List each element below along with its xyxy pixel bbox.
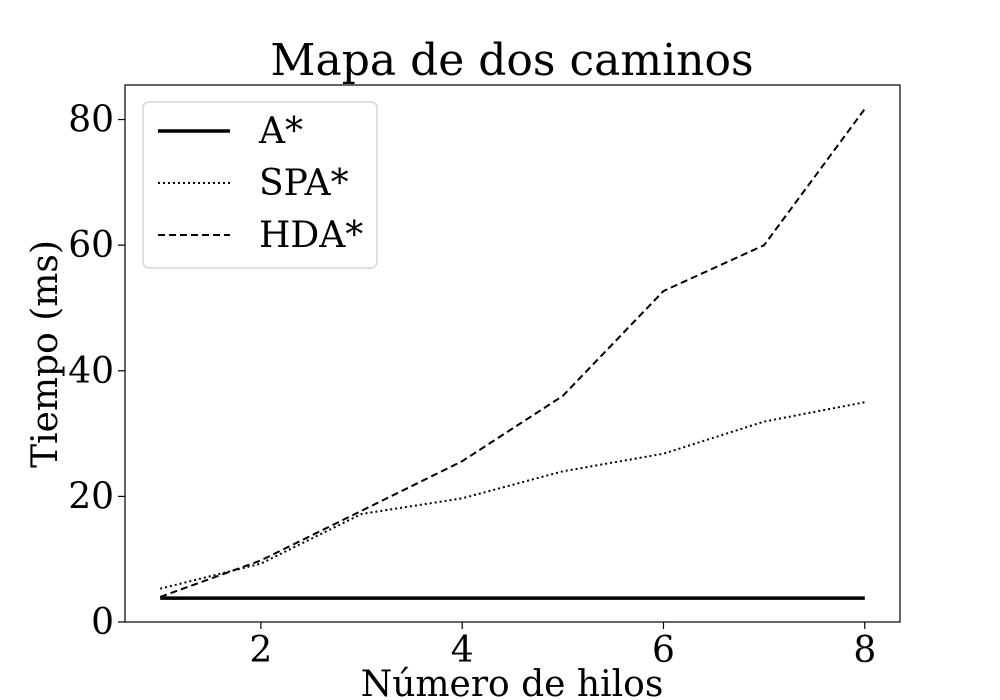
x-axis: 2 4 6 8 (249, 622, 876, 671)
y-tick-label: 80 (68, 100, 114, 141)
plot-lines (159, 108, 866, 600)
legend: A* SPA* HDA* (142, 101, 378, 269)
legend-frame (142, 101, 378, 269)
legend-label-0: A* (258, 111, 303, 152)
x-tick-label: 4 (451, 630, 474, 671)
chart-title: Mapa de dos caminos (270, 35, 753, 86)
series-line-1 (159, 401, 865, 590)
y-axis-label: Tiempo (ms) (25, 240, 66, 468)
x-tick-label: 2 (249, 630, 272, 671)
legend-label-2: HDA* (259, 215, 363, 256)
legend-label-1: SPA* (259, 163, 349, 204)
series-line-2 (159, 108, 866, 598)
x-tick-label: 8 (853, 630, 876, 671)
y-tick-label: 60 (68, 225, 114, 266)
x-tick-label: 6 (652, 630, 675, 671)
y-tick-label: 20 (68, 476, 114, 517)
plot-frame (124, 84, 901, 623)
x-axis-label: Número de hilos (361, 664, 664, 700)
y-tick-label: 0 (91, 602, 114, 643)
y-tick-label: 40 (68, 351, 114, 392)
y-axis: 0 20 40 60 80 (68, 100, 125, 643)
